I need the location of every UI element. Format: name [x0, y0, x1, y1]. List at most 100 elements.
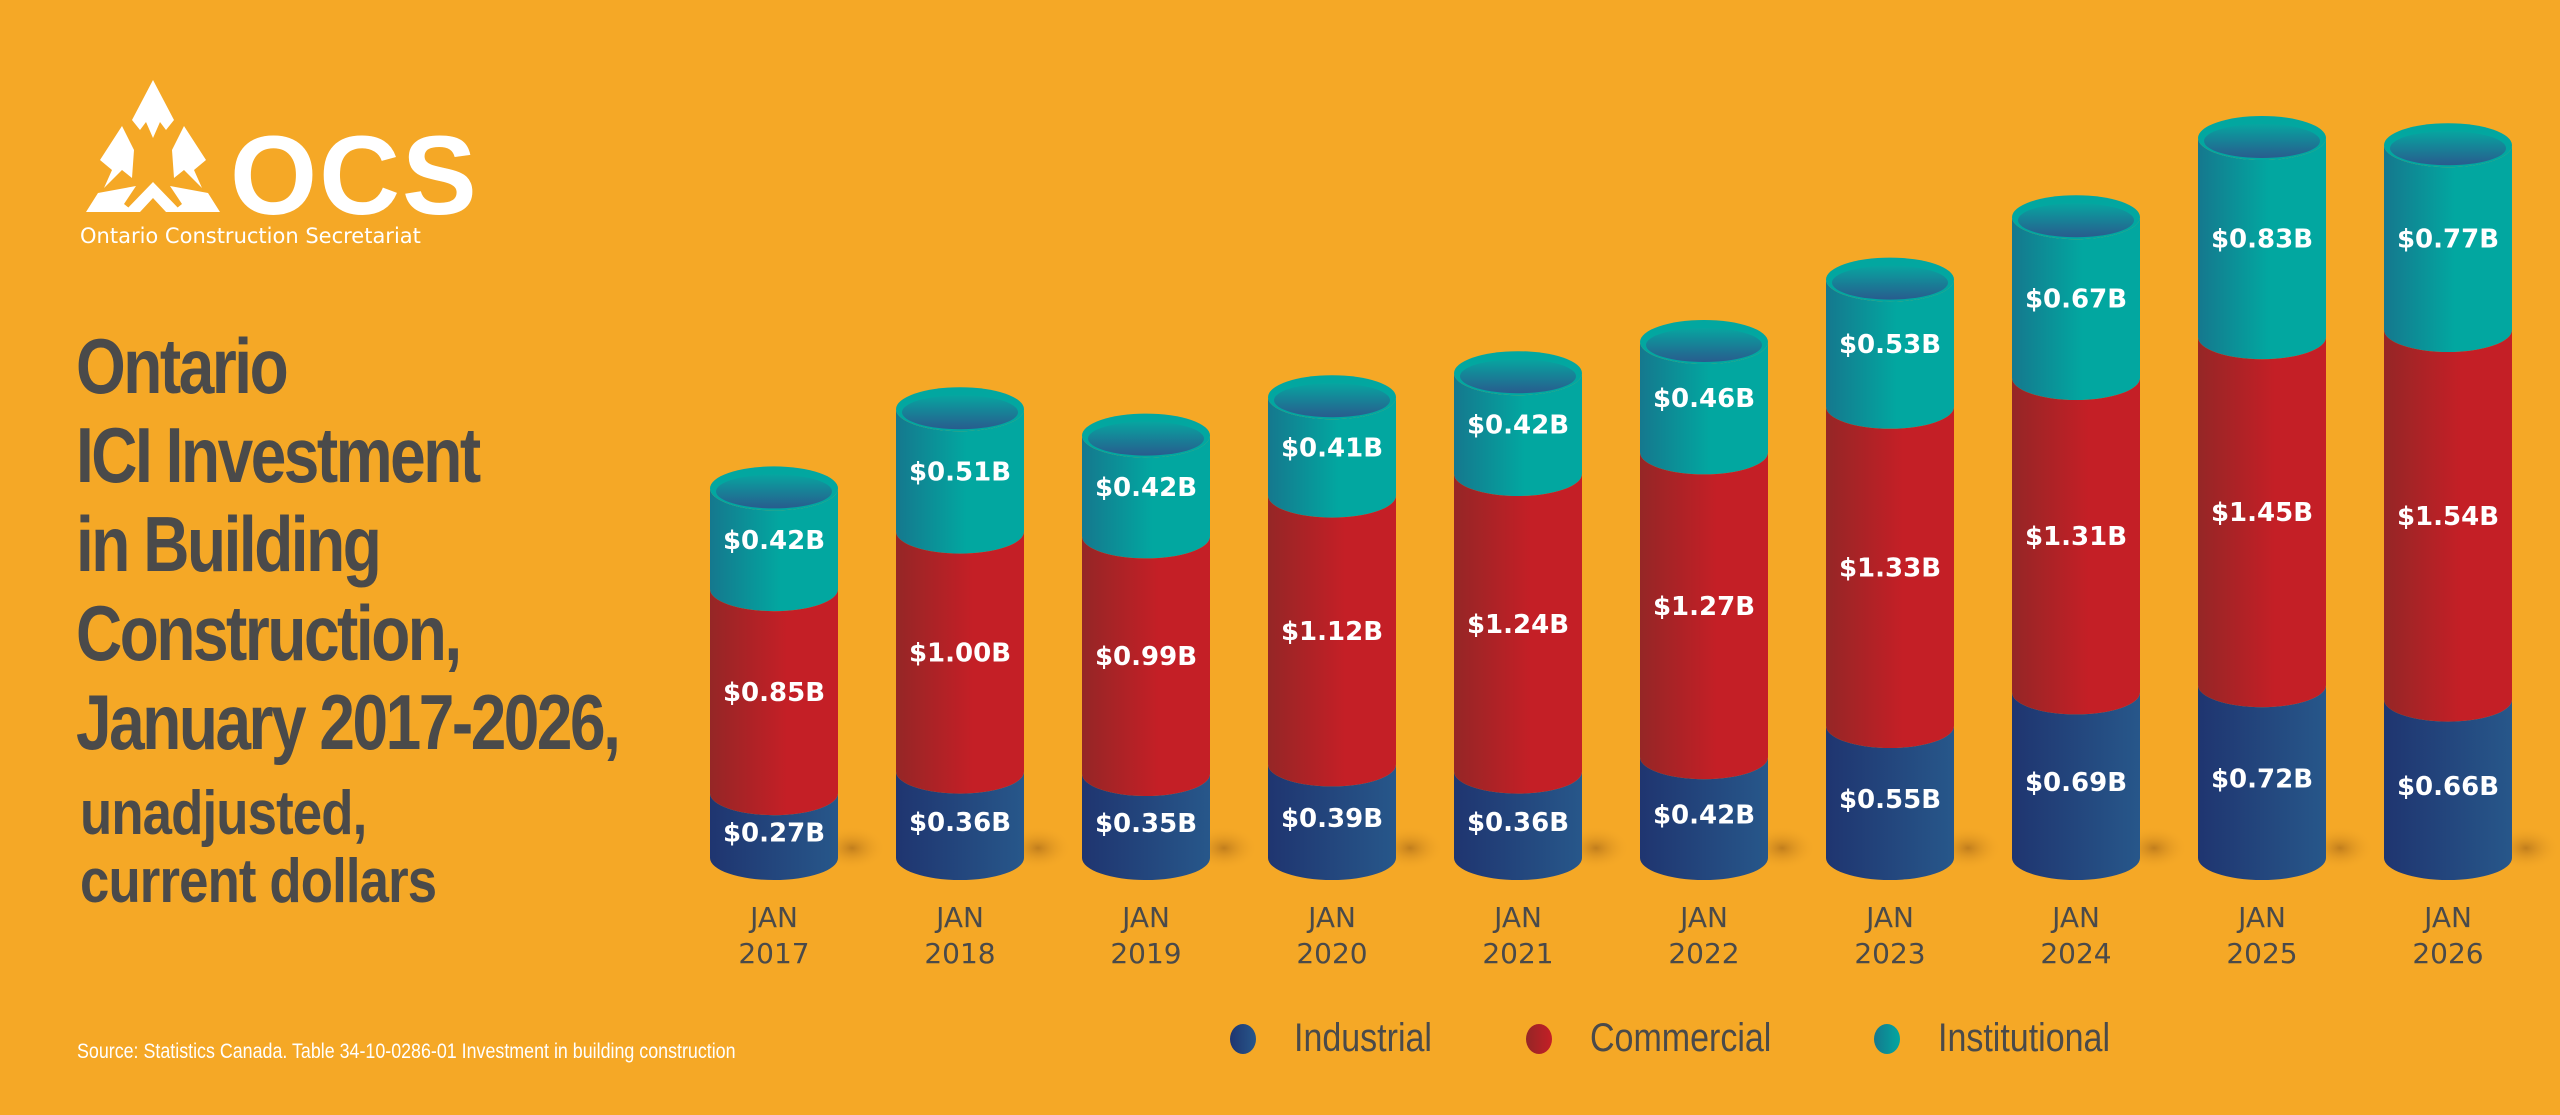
bar-segment-institutional	[2012, 217, 2140, 400]
legend-label: Commercial	[1590, 1016, 1772, 1060]
x-tick-label: 2023	[1854, 937, 1925, 970]
subtitle-line: unadjusted,	[80, 779, 367, 848]
title-line: January 2017-2026,	[76, 678, 621, 766]
data-label: $0.69B	[2025, 768, 2127, 798]
x-tick-label: 2018	[924, 937, 995, 970]
x-tick-label: 2024	[2040, 937, 2111, 970]
data-label: $0.35B	[1095, 809, 1197, 839]
x-tick-label: 2017	[738, 937, 809, 970]
x-tick-label: JAN	[1864, 901, 1914, 934]
bar-top-opening	[2204, 124, 2320, 158]
legend-item-commercial: Commercial	[1526, 1016, 1803, 1061]
data-label: $1.00B	[909, 639, 1011, 669]
x-tick-label: JAN	[2236, 901, 2286, 934]
title-line: Ontario	[76, 322, 289, 410]
bar-segment-institutional	[1454, 373, 1582, 496]
bar-segment-industrial	[896, 771, 1024, 880]
bar-segment-commercial	[2384, 330, 2512, 722]
x-tick-label: 2022	[1668, 937, 1739, 970]
data-label: $1.54B	[2397, 502, 2499, 532]
legend-dot-commercial-icon	[1526, 1023, 1553, 1054]
chart-legend: Industrial Commercial Institutional	[1230, 1016, 2210, 1061]
data-label: $0.42B	[1653, 801, 1755, 831]
chart-subtitle: unadjusted, current dollars	[80, 779, 437, 916]
bar-segment-institutional	[896, 409, 1024, 554]
bar-segment-institutional	[1640, 342, 1768, 475]
logo-subtitle: Ontario Construction Secretariat	[80, 224, 421, 248]
data-label: $0.72B	[2211, 765, 2313, 795]
data-label: $0.67B	[2025, 285, 2127, 315]
data-label: $0.39B	[1281, 804, 1383, 834]
bar-segment-industrial	[1826, 726, 1954, 880]
bar-top-opening	[1274, 383, 1390, 418]
data-label: $0.99B	[1095, 642, 1197, 672]
data-label: $1.31B	[2025, 522, 2127, 552]
data-label: $0.85B	[723, 678, 825, 708]
bar-top-opening	[2018, 203, 2134, 238]
data-label: $1.33B	[1839, 553, 1941, 583]
data-label: $0.42B	[1467, 411, 1569, 441]
data-label: $0.36B	[1467, 808, 1569, 838]
bar-segment-institutional	[2198, 138, 2326, 360]
x-tick-label: JAN	[1678, 901, 1728, 934]
title-line: in Building	[76, 500, 382, 588]
bar-segment-industrial	[1640, 757, 1768, 880]
x-tick-label: JAN	[748, 901, 798, 934]
data-label: $0.77B	[2397, 225, 2499, 255]
legend-dot-industrial-icon	[1230, 1023, 1256, 1054]
title-line: ICI Investment	[76, 411, 481, 499]
bar-segment-commercial	[1640, 452, 1768, 780]
bar-segment-institutional	[1268, 397, 1396, 518]
bar-segment-industrial	[710, 793, 838, 880]
bar-segment-commercial	[896, 531, 1024, 794]
data-label: $0.53B	[1839, 330, 1941, 360]
subtitle-line: current dollars	[80, 847, 437, 916]
bar-top-opening	[1832, 265, 1948, 300]
bar-segment-industrial	[2012, 692, 2140, 880]
data-label: $1.24B	[1467, 610, 1569, 640]
data-label: $1.27B	[1653, 592, 1755, 622]
bar-segment-commercial	[2198, 337, 2326, 708]
data-label: $0.51B	[909, 457, 1011, 487]
x-tick-label: 2021	[1482, 937, 1553, 970]
bar-segment-commercial	[1454, 474, 1582, 794]
bar-top-opening	[2390, 131, 2506, 166]
chart-title: Ontario ICI Investment in Building Const…	[76, 322, 621, 767]
x-tick-label: JAN	[2050, 901, 2100, 934]
x-tick-label: JAN	[934, 901, 984, 934]
x-tick-label: 2026	[2412, 937, 2483, 970]
bar-segment-industrial	[2384, 699, 2512, 880]
bar-segment-commercial	[710, 589, 838, 816]
bar-segment-industrial	[1268, 764, 1396, 880]
logo-text: OCS	[230, 113, 479, 238]
bar-top-opening	[1646, 328, 1762, 362]
bar-segment-industrial	[1082, 774, 1210, 880]
bar-segment-institutional	[2384, 145, 2512, 352]
data-label: $0.55B	[1839, 785, 1941, 815]
data-label: $0.36B	[909, 808, 1011, 838]
bar-segment-institutional	[1826, 279, 1954, 429]
legend-item-institutional: Institutional	[1873, 1016, 2140, 1061]
legend-label: Industrial	[1294, 1016, 1432, 1060]
data-label: $0.42B	[1095, 473, 1197, 503]
bar-segment-industrial	[1454, 771, 1582, 880]
ocs-triangle-logo-icon	[86, 80, 220, 212]
x-tick-label: JAN	[1306, 901, 1356, 934]
bar-segment-institutional	[710, 488, 838, 612]
data-label: $1.12B	[1281, 617, 1383, 647]
x-tick-label: JAN	[1120, 901, 1170, 934]
x-tick-label: 2025	[2226, 937, 2297, 970]
legend-dot-institutional-icon	[1873, 1023, 1900, 1054]
x-tick-label: JAN	[2422, 901, 2472, 934]
source-note: Source: Statistics Canada. Table 34-10-0…	[77, 1040, 736, 1063]
bar-top-opening	[716, 474, 832, 509]
data-label: $0.42B	[723, 526, 825, 556]
